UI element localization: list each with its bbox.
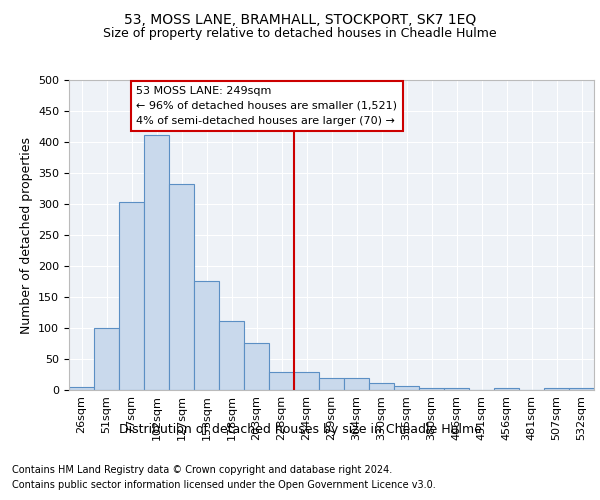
Bar [544,388,569,390]
Text: 53 MOSS LANE: 249sqm
← 96% of detached houses are smaller (1,521)
4% of semi-det: 53 MOSS LANE: 249sqm ← 96% of detached h… [137,86,398,126]
Bar [219,320,244,390]
Text: Size of property relative to detached houses in Cheadle Hulme: Size of property relative to detached ho… [103,28,497,40]
Text: 53, MOSS LANE, BRAMHALL, STOCKPORT, SK7 1EQ: 53, MOSS LANE, BRAMHALL, STOCKPORT, SK7 … [124,12,476,26]
Bar [194,281,219,390]
Bar [144,134,169,390]
Bar [319,378,344,390]
Y-axis label: Number of detached properties: Number of detached properties [20,136,32,334]
Bar [419,388,444,390]
Bar [269,372,294,390]
Text: Distribution of detached houses by size in Cheadle Hulme: Distribution of detached houses by size … [119,422,481,436]
Bar [569,388,594,390]
Bar [119,202,144,390]
Bar [244,343,269,390]
Bar [94,328,119,390]
Bar [494,388,519,390]
Text: Contains public sector information licensed under the Open Government Licence v3: Contains public sector information licen… [12,480,436,490]
Bar [169,184,194,390]
Bar [294,372,319,390]
Bar [394,386,419,390]
Text: Contains HM Land Registry data © Crown copyright and database right 2024.: Contains HM Land Registry data © Crown c… [12,465,392,475]
Bar [444,388,469,390]
Bar [344,378,369,390]
Bar [69,387,94,390]
Bar [369,383,394,390]
